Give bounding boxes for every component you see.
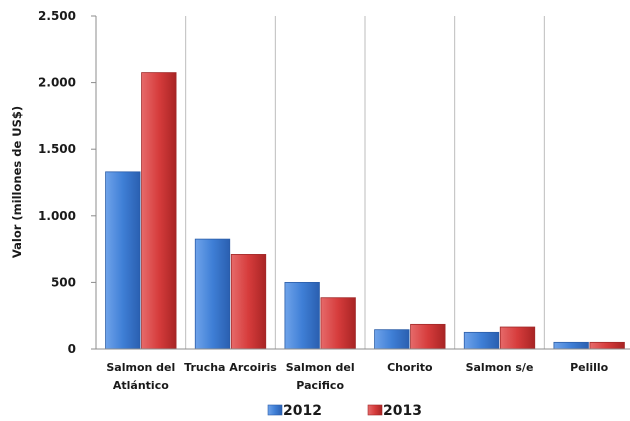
legend-label-2012: 2012	[283, 403, 322, 419]
x-tick-label: Salmon del	[106, 361, 175, 374]
bar-2013	[141, 72, 177, 350]
x-tick-label: Pelillo	[570, 361, 609, 374]
bar-2013	[589, 341, 625, 350]
x-tick-label: Salmon del	[286, 361, 355, 374]
plot-bars	[105, 72, 625, 350]
bar-2013	[230, 254, 267, 350]
bar-2012	[194, 238, 231, 350]
y-ticks: 0 500 1.000 1.500 2.000 2.500	[38, 9, 96, 356]
x-tick-label: Atlántico	[113, 379, 169, 392]
y-tick-label: 1.000	[38, 209, 76, 223]
bar-2012	[105, 171, 141, 350]
bar-2012	[374, 329, 410, 350]
legend-label-2013: 2013	[383, 403, 422, 419]
y-axis-label: Valor (millones de US$)	[10, 106, 24, 258]
y-tick-label: 0	[68, 342, 76, 356]
x-tick-label: Chorito	[387, 361, 433, 374]
bar-2012	[463, 331, 500, 350]
bar-2013	[499, 326, 536, 350]
bar-2013	[410, 323, 446, 350]
y-tick-label: 1.500	[38, 142, 76, 156]
x-tick-label: Trucha Arcoiris	[184, 361, 277, 374]
bar-2012	[284, 281, 320, 350]
x-tick-label: Salmon s/e	[466, 361, 534, 374]
grid-lines	[185, 16, 545, 349]
bar-2012	[553, 341, 589, 350]
y-tick-label: 2.500	[38, 9, 76, 23]
x-tick-label: Pacifico	[296, 379, 344, 392]
y-tick-label: 2.000	[38, 76, 76, 90]
y-tick-label: 500	[51, 275, 76, 289]
bar-2013	[320, 297, 356, 350]
legend: 2012 2013	[267, 403, 422, 419]
category-labels: Salmon del Atlántico Trucha Arcoiris Salmon…	[106, 361, 608, 392]
legend-swatch-2013	[367, 404, 383, 416]
legend-swatch-2012	[267, 404, 283, 416]
